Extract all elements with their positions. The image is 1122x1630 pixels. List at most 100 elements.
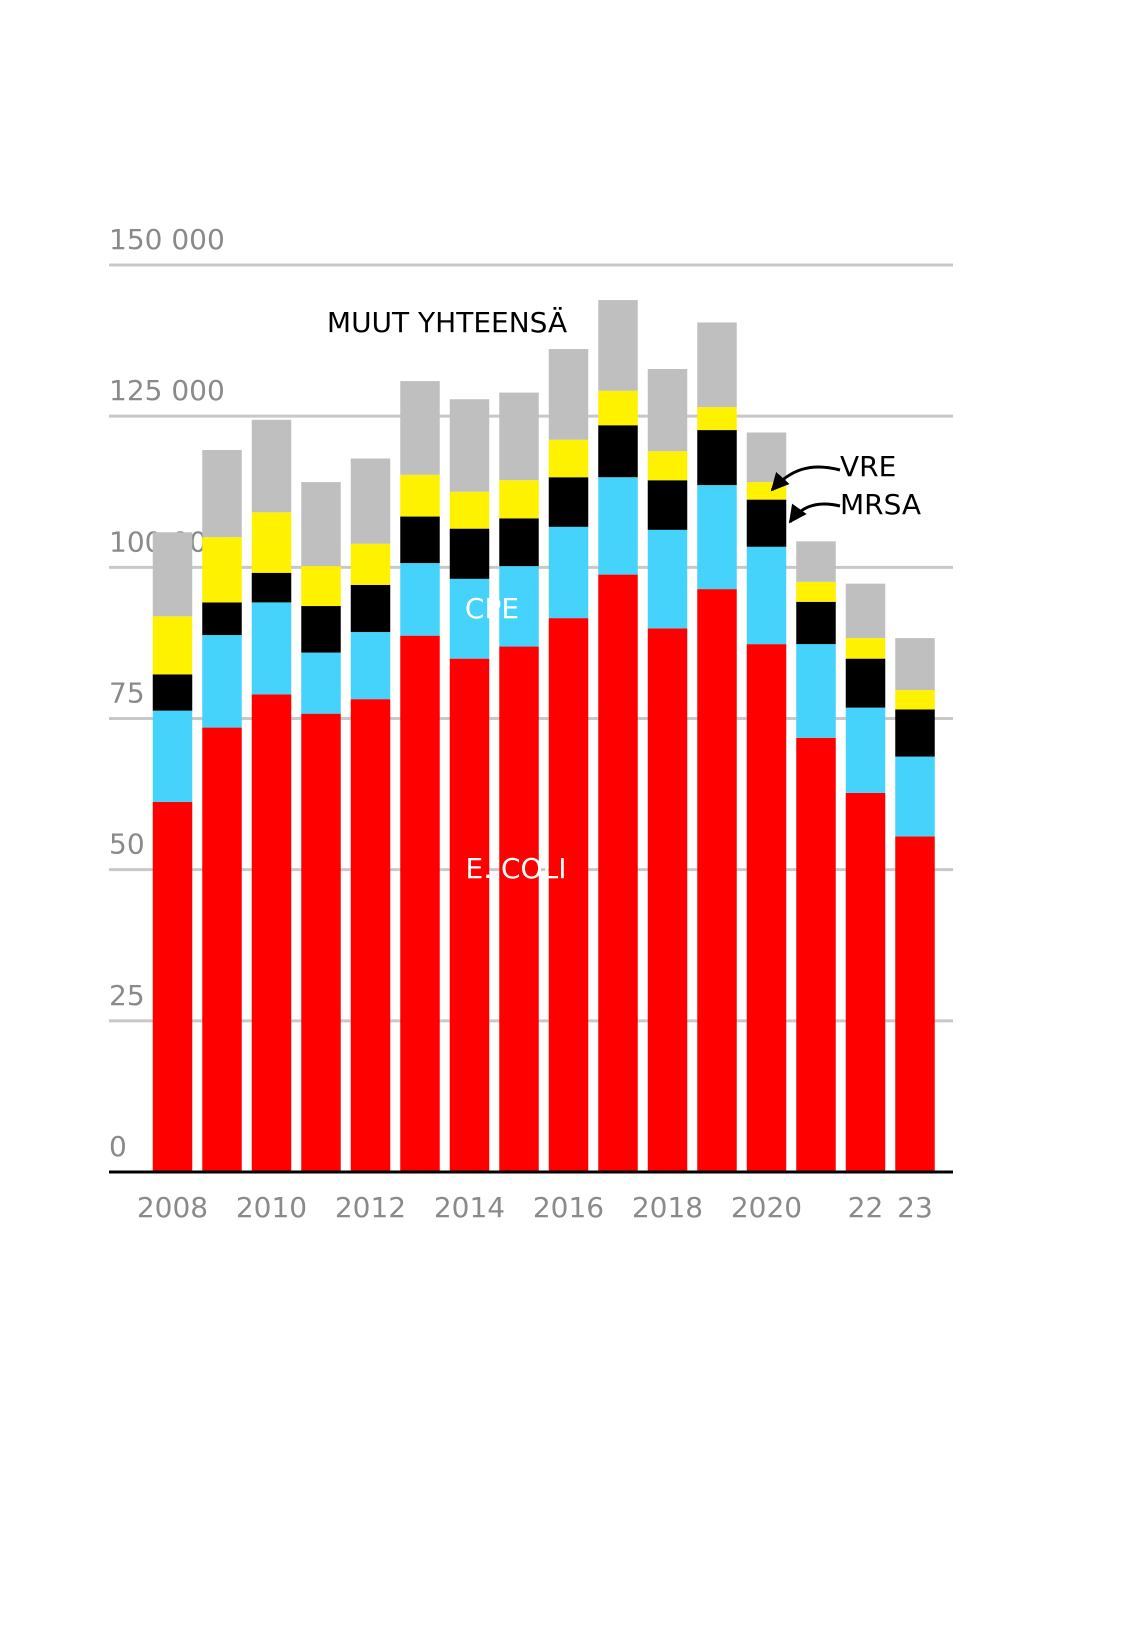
- bar-segment: [796, 581, 836, 602]
- bar-segment: [845, 583, 886, 639]
- bar-segment: [251, 694, 292, 1172]
- bar-segment: [251, 512, 292, 573]
- x-tick-label: 2014: [434, 1191, 505, 1224]
- y-tick-label: 75: [109, 677, 145, 710]
- bar-segment: [202, 537, 242, 603]
- bar-segment: [449, 658, 490, 1172]
- bar-segment: [598, 390, 638, 426]
- bar-segment: [548, 349, 589, 440]
- bar-segment: [697, 407, 737, 431]
- bar-segment: [746, 644, 787, 1172]
- bar-segment: [499, 566, 539, 647]
- bar-segment: [301, 482, 341, 567]
- bar-segment: [350, 699, 391, 1172]
- mrsa-arrow: [788, 502, 841, 524]
- bar-segment: [499, 480, 539, 519]
- bar-segment: [796, 601, 836, 645]
- x-tick-label: 2010: [236, 1191, 307, 1224]
- x-tick-label: 2012: [335, 1191, 406, 1224]
- bar-segment: [499, 392, 539, 481]
- bar-segment: [202, 635, 242, 728]
- bar-segment: [746, 499, 787, 547]
- bar-segment: [845, 707, 886, 793]
- bar-segment: [350, 543, 391, 585]
- bar-segment: [845, 792, 886, 1172]
- series-label: VRE: [840, 450, 896, 483]
- bar-segment: [301, 652, 341, 714]
- bar-segment: [796, 541, 836, 582]
- bar-segment: [647, 628, 688, 1172]
- y-tick-label: 25: [109, 979, 145, 1012]
- x-tick-label: 23: [897, 1191, 933, 1224]
- bar-segment: [746, 482, 787, 500]
- series-label: MRSA: [840, 488, 921, 521]
- y-tick-label: 150 000: [109, 223, 225, 256]
- bar-segment: [746, 546, 787, 645]
- bar-segment: [152, 616, 193, 675]
- bar-segment: [895, 638, 935, 691]
- bar-segment: [548, 526, 589, 619]
- x-tick-label: 2008: [137, 1191, 208, 1224]
- bar-segment: [598, 300, 638, 391]
- bar-segment: [697, 485, 737, 590]
- bar-segment: [301, 566, 341, 607]
- x-tick-label: 22: [848, 1191, 884, 1224]
- bar-segment: [400, 474, 440, 517]
- bar-segment: [400, 635, 440, 1172]
- bar-segment: [350, 584, 391, 633]
- bar-segment: [895, 836, 935, 1172]
- bar-segment: [350, 458, 391, 544]
- y-tick-label: 0: [109, 1130, 127, 1163]
- bar-segment: [499, 646, 539, 1172]
- bar-segment: [251, 602, 292, 695]
- bar-segment: [895, 756, 935, 837]
- bar-segment: [449, 578, 490, 659]
- bar-segment: [301, 606, 341, 653]
- bar-segment: [152, 532, 193, 617]
- bar-segment: [796, 737, 836, 1172]
- vre-arrow: [770, 465, 841, 492]
- y-tick-label: 50: [109, 828, 145, 861]
- bar-segment: [647, 529, 688, 629]
- bar-segment: [202, 727, 242, 1172]
- bar-segment: [350, 632, 391, 700]
- x-tick-label: 2020: [731, 1191, 802, 1224]
- y-tick-label: 125 000: [109, 374, 225, 407]
- bar-segment: [697, 430, 737, 486]
- bar-segment: [548, 477, 589, 527]
- series-label: CPE: [465, 592, 519, 625]
- bar-segment: [746, 432, 787, 483]
- bar-segment: [598, 574, 638, 1172]
- bars: [152, 300, 935, 1172]
- bar-segment: [647, 480, 688, 530]
- bar-segment: [895, 690, 935, 710]
- bar-segment: [251, 572, 292, 603]
- bar-segment: [697, 589, 737, 1172]
- bar-segment: [202, 450, 242, 538]
- bar-segment: [548, 618, 589, 1172]
- bar-segment: [449, 528, 490, 579]
- bar-segment: [499, 518, 539, 567]
- bar-segment: [647, 369, 688, 452]
- bar-segment: [152, 801, 193, 1172]
- bar-segment: [845, 658, 886, 708]
- labels: 2008 2010 2012 2014 2016 2018 2020 22 23 E. COLI C…: [109, 306, 953, 1224]
- bar-segment: [598, 477, 638, 575]
- bar-segment: [598, 425, 638, 478]
- bar-segment: [400, 381, 440, 475]
- bar-segment: [251, 419, 292, 513]
- bar-segment: [895, 709, 935, 757]
- x-tick-label: 2018: [632, 1191, 703, 1224]
- x-tick-label: 2016: [533, 1191, 604, 1224]
- bar-segment: [697, 322, 737, 408]
- bar-segment: [449, 491, 490, 529]
- bar-segment: [301, 713, 341, 1172]
- bar-segment: [548, 439, 589, 478]
- bar-segment: [647, 451, 688, 481]
- bar-segment: [152, 674, 193, 711]
- series-label: MUUT YHTEENSÄ: [327, 306, 567, 339]
- bar-segment: [796, 644, 836, 738]
- bar-segment: [400, 563, 440, 636]
- series-label: E. COLI: [466, 852, 567, 885]
